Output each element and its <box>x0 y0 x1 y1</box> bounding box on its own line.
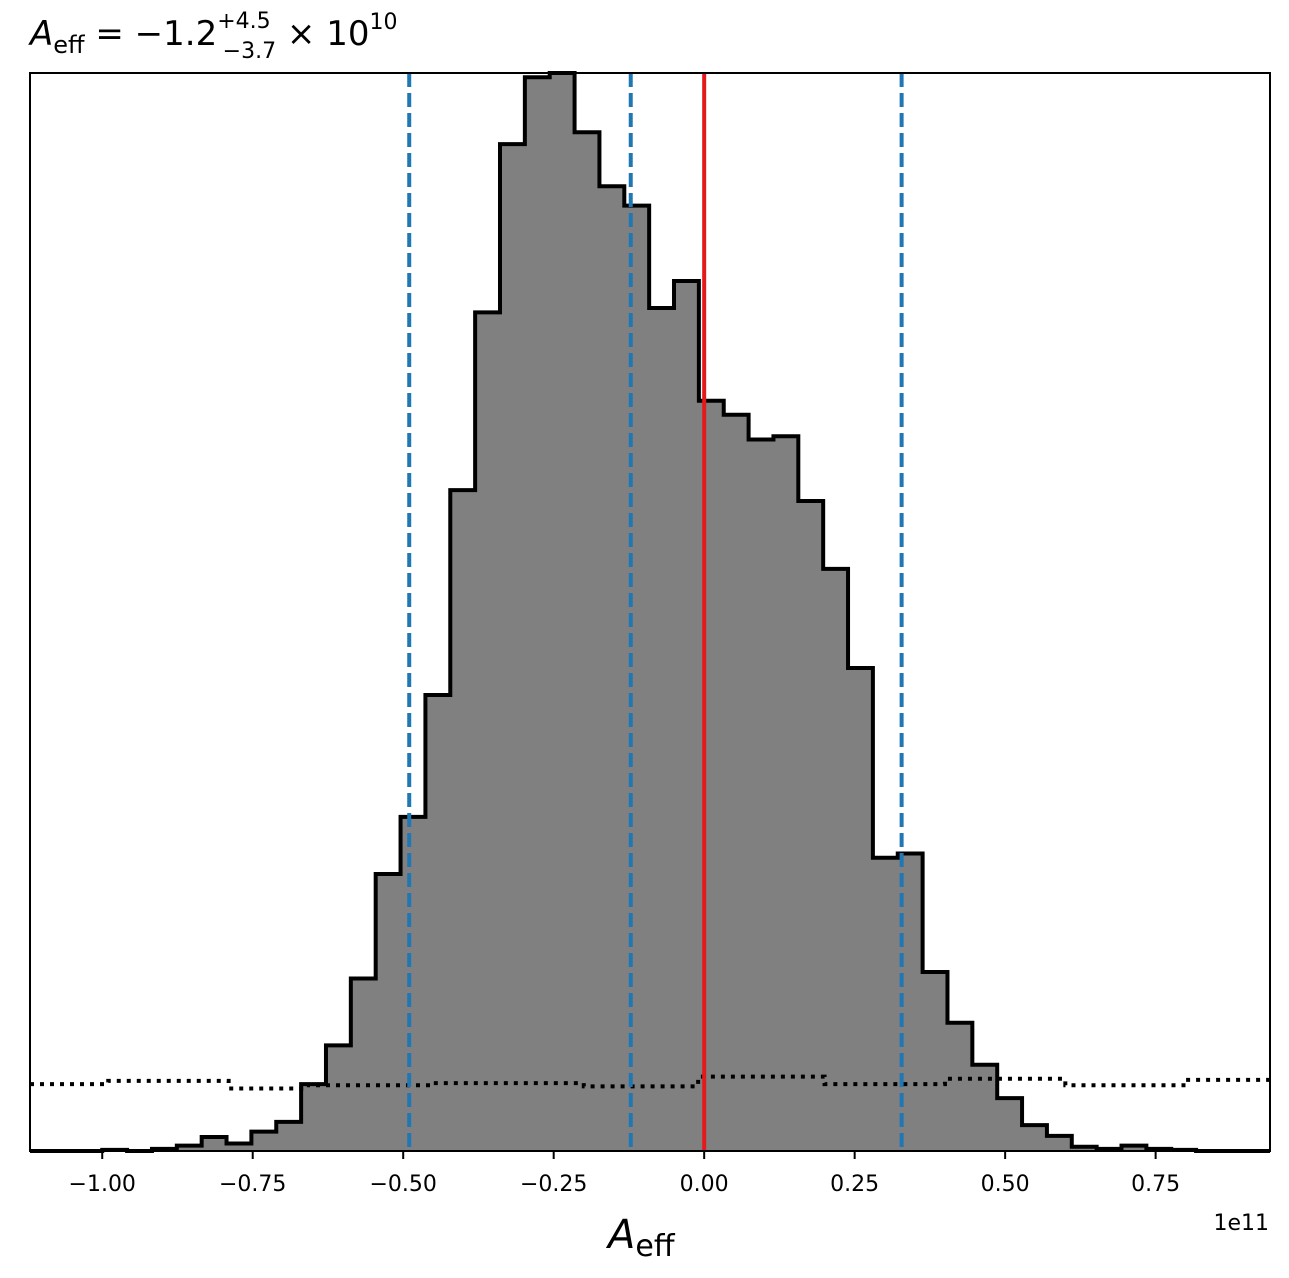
histogram-bar <box>649 308 675 1151</box>
histogram-bar <box>425 695 451 1151</box>
histogram-bar <box>723 414 750 1151</box>
x-axis-label: Aeff <box>605 1212 676 1264</box>
histogram-bar <box>574 132 600 1152</box>
title-exponent: 10 <box>369 10 397 35</box>
histogram-bar <box>251 1131 277 1151</box>
histogram-bar <box>823 568 849 1151</box>
histogram-bar <box>549 73 576 1151</box>
histogram-bar <box>1071 1146 1098 1151</box>
xlabel-symbol: A <box>605 1212 635 1258</box>
histogram-bar <box>624 205 650 1151</box>
histogram-bar <box>1046 1135 1073 1151</box>
histogram-bar <box>599 186 625 1151</box>
histogram-bar <box>972 1064 998 1151</box>
x-offset-label: 1e11 <box>1213 1211 1269 1236</box>
histogram-bar <box>947 1022 973 1151</box>
plot-frame <box>29 72 1271 1152</box>
histogram-bar <box>201 1136 228 1151</box>
histogram-bar <box>350 978 377 1151</box>
x-axis: −1.00 −0.75 −0.50 −0.25 0.00 0.25 0.50 0.75 <box>69 1151 1180 1197</box>
histogram-bar <box>674 281 700 1152</box>
histogram-bar <box>276 1121 302 1151</box>
histogram-bar <box>1022 1125 1048 1151</box>
histogram-bar <box>922 972 948 1151</box>
histogram-bar <box>325 1045 352 1151</box>
x-tick-label: −0.25 <box>520 1172 587 1197</box>
histogram-bar <box>848 668 874 1151</box>
histogram-bar <box>798 500 824 1151</box>
x-tick-label: −0.50 <box>369 1172 436 1197</box>
histogram-bar <box>748 439 774 1151</box>
histogram-bar <box>499 144 526 1151</box>
histogram-bar <box>450 490 476 1151</box>
x-tick-label: 0.75 <box>1131 1172 1180 1197</box>
histogram-bar <box>176 1145 203 1151</box>
histogram-bar <box>226 1143 252 1151</box>
prior-line <box>30 1074 1270 1091</box>
histogram-bar <box>375 873 402 1151</box>
x-tick-label: 0.00 <box>680 1172 729 1197</box>
title-subscript: eff <box>53 31 85 59</box>
xlabel-subscript: eff <box>635 1229 675 1264</box>
histogram-bar <box>400 816 426 1151</box>
title-times: × 10 <box>276 14 369 54</box>
histogram-outline <box>30 71 1270 1153</box>
plot-area <box>30 71 1270 1153</box>
histogram-bar <box>301 1084 327 1151</box>
histogram-bar <box>1121 1145 1147 1151</box>
title-lower-error: −3.7 <box>223 39 276 64</box>
x-tick-label: 0.25 <box>830 1172 879 1197</box>
title-symbol: A <box>28 14 53 54</box>
title-value: = −1.2 <box>85 14 218 54</box>
histogram-bar <box>524 77 551 1151</box>
x-tick-label: −0.75 <box>219 1172 286 1197</box>
chart-title: Aeff = −1.2+4.5 −3.7 × 1010 <box>28 9 397 64</box>
histogram-bar <box>997 1098 1023 1151</box>
histogram-bar <box>773 436 799 1151</box>
x-tick-label: −1.00 <box>69 1172 136 1197</box>
x-tick-label: 0.50 <box>981 1172 1030 1197</box>
histogram-bar <box>475 312 501 1151</box>
title-upper-error: +4.5 <box>217 9 270 34</box>
histogram-bar <box>872 857 899 1151</box>
